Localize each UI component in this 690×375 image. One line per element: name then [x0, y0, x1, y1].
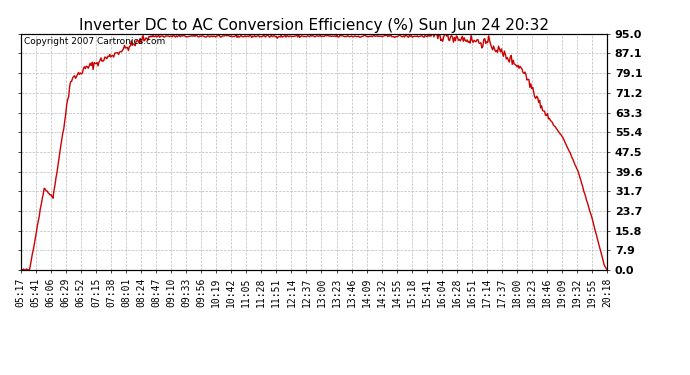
Text: Copyright 2007 Cartronics.com: Copyright 2007 Cartronics.com — [23, 37, 165, 46]
Title: Inverter DC to AC Conversion Efficiency (%) Sun Jun 24 20:32: Inverter DC to AC Conversion Efficiency … — [79, 18, 549, 33]
